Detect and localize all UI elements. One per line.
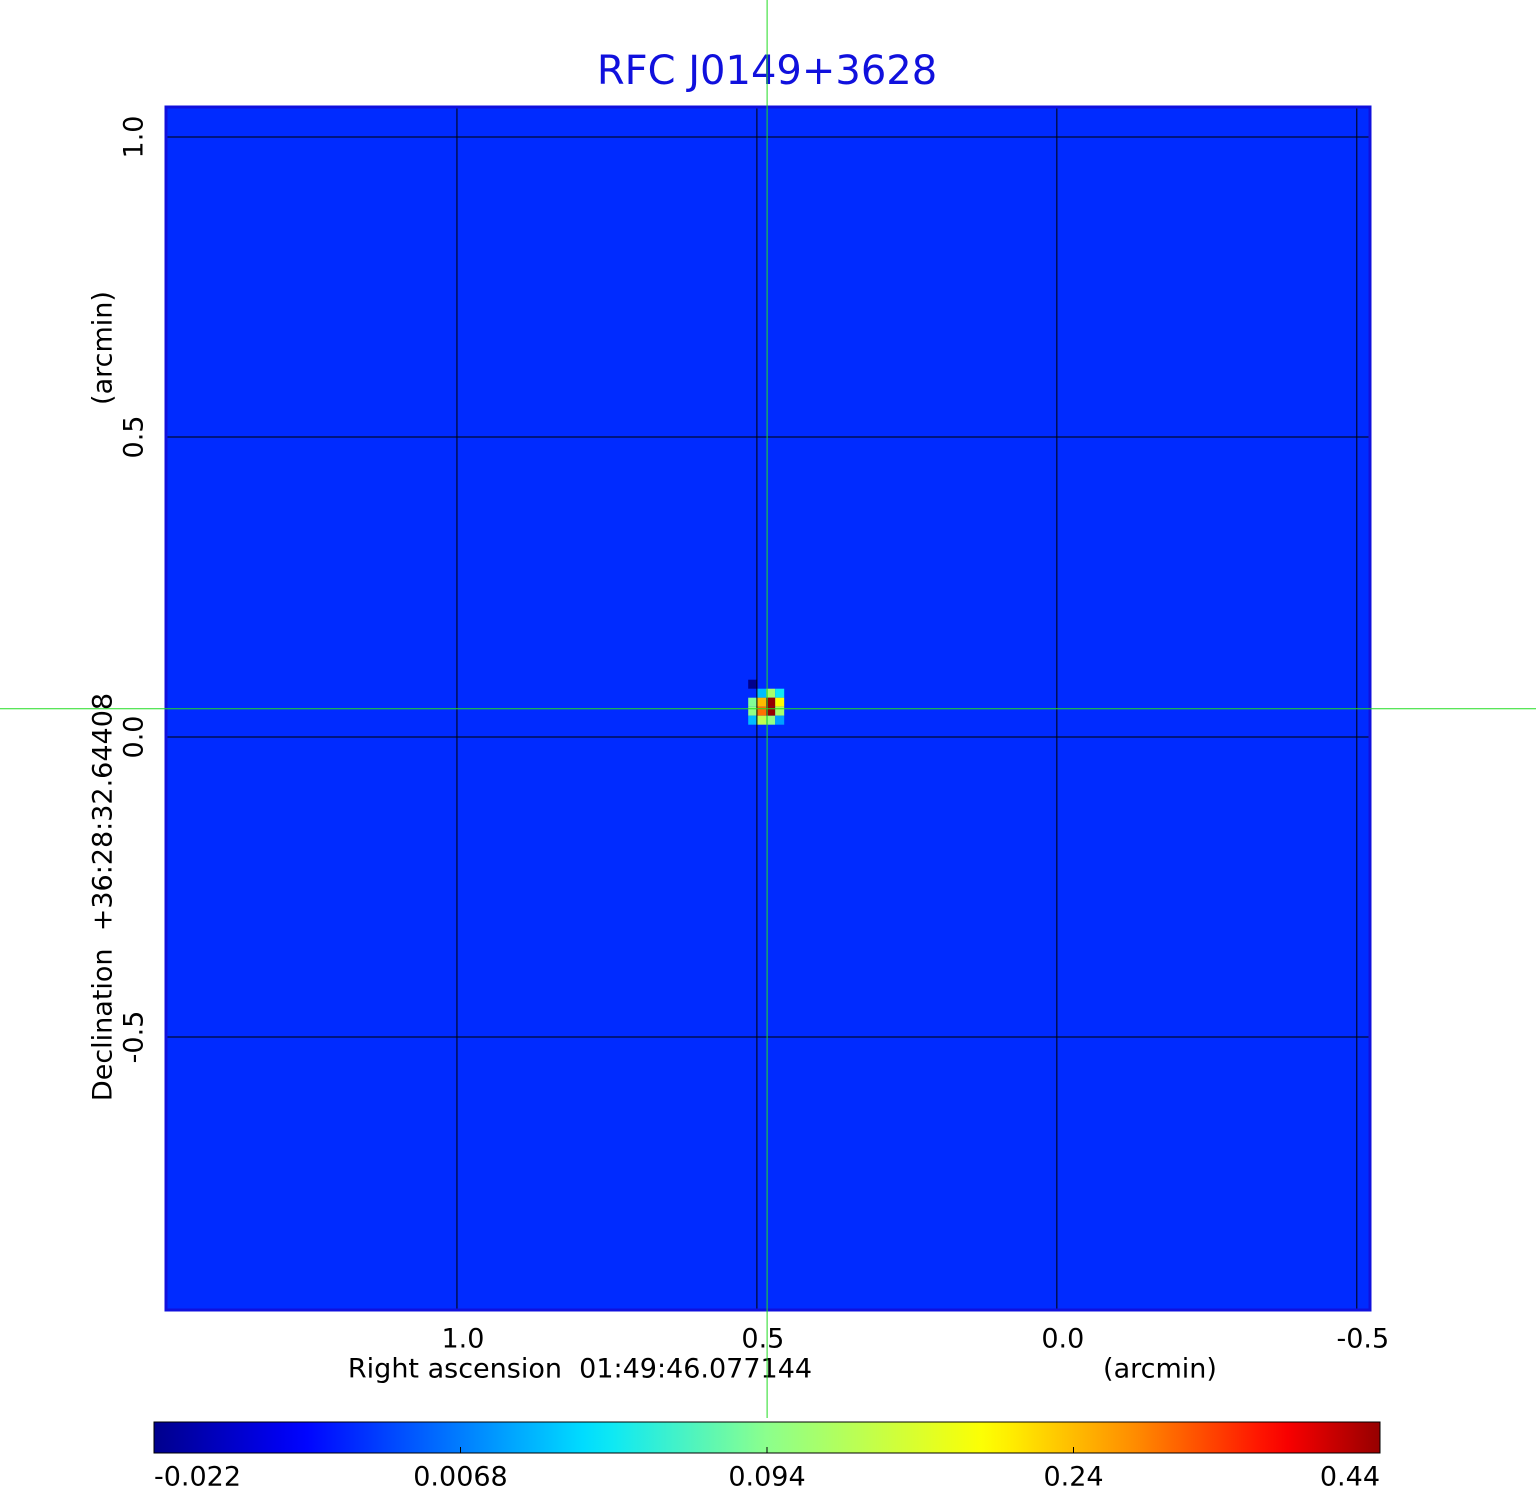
y-tick-label: 1.0 — [119, 116, 150, 159]
image-pixel — [766, 706, 776, 716]
y-axis-unit: (arcmin) — [88, 291, 119, 405]
y-axis-label: Declination +36:28:32.64408 — [88, 693, 119, 1101]
image-pixel — [748, 715, 758, 725]
x-axis-unit: (arcmin) — [1103, 1354, 1217, 1385]
colorbar-tick-label: 0.094 — [728, 1462, 805, 1493]
image-pixel — [757, 715, 767, 725]
x-tick-label: 0.5 — [741, 1324, 784, 1355]
colorbar-tick-label: 0.44 — [1320, 1462, 1380, 1493]
colorbar-tick-label: -0.022 — [154, 1462, 241, 1493]
image-pixel — [766, 697, 776, 707]
x-tick-label: -0.5 — [1336, 1324, 1389, 1355]
colorbar-tick-label: 0.24 — [1043, 1462, 1103, 1493]
image-pixel — [775, 706, 785, 716]
image-pixel — [757, 697, 767, 707]
y-tick-label: -0.5 — [119, 1011, 150, 1064]
image-pixel — [775, 697, 785, 707]
x-tick-label: 1.0 — [441, 1324, 484, 1355]
image-pixel — [757, 706, 767, 716]
image-pixel — [748, 679, 758, 689]
image-pixel — [775, 688, 785, 698]
image-pixel — [748, 697, 758, 707]
image-pixel — [775, 715, 785, 725]
image-pixel — [748, 706, 758, 716]
y-tick-label: 0.0 — [119, 716, 150, 759]
image-pixel — [766, 688, 776, 698]
colorbar-tick-label: 0.0068 — [413, 1462, 507, 1493]
image-pixel — [757, 688, 767, 698]
x-tick-label: 0.0 — [1041, 1324, 1084, 1355]
y-tick-label: 0.5 — [119, 416, 150, 459]
x-axis-label: Right ascension 01:49:46.077144 — [348, 1354, 812, 1385]
image-pixel — [766, 715, 776, 725]
